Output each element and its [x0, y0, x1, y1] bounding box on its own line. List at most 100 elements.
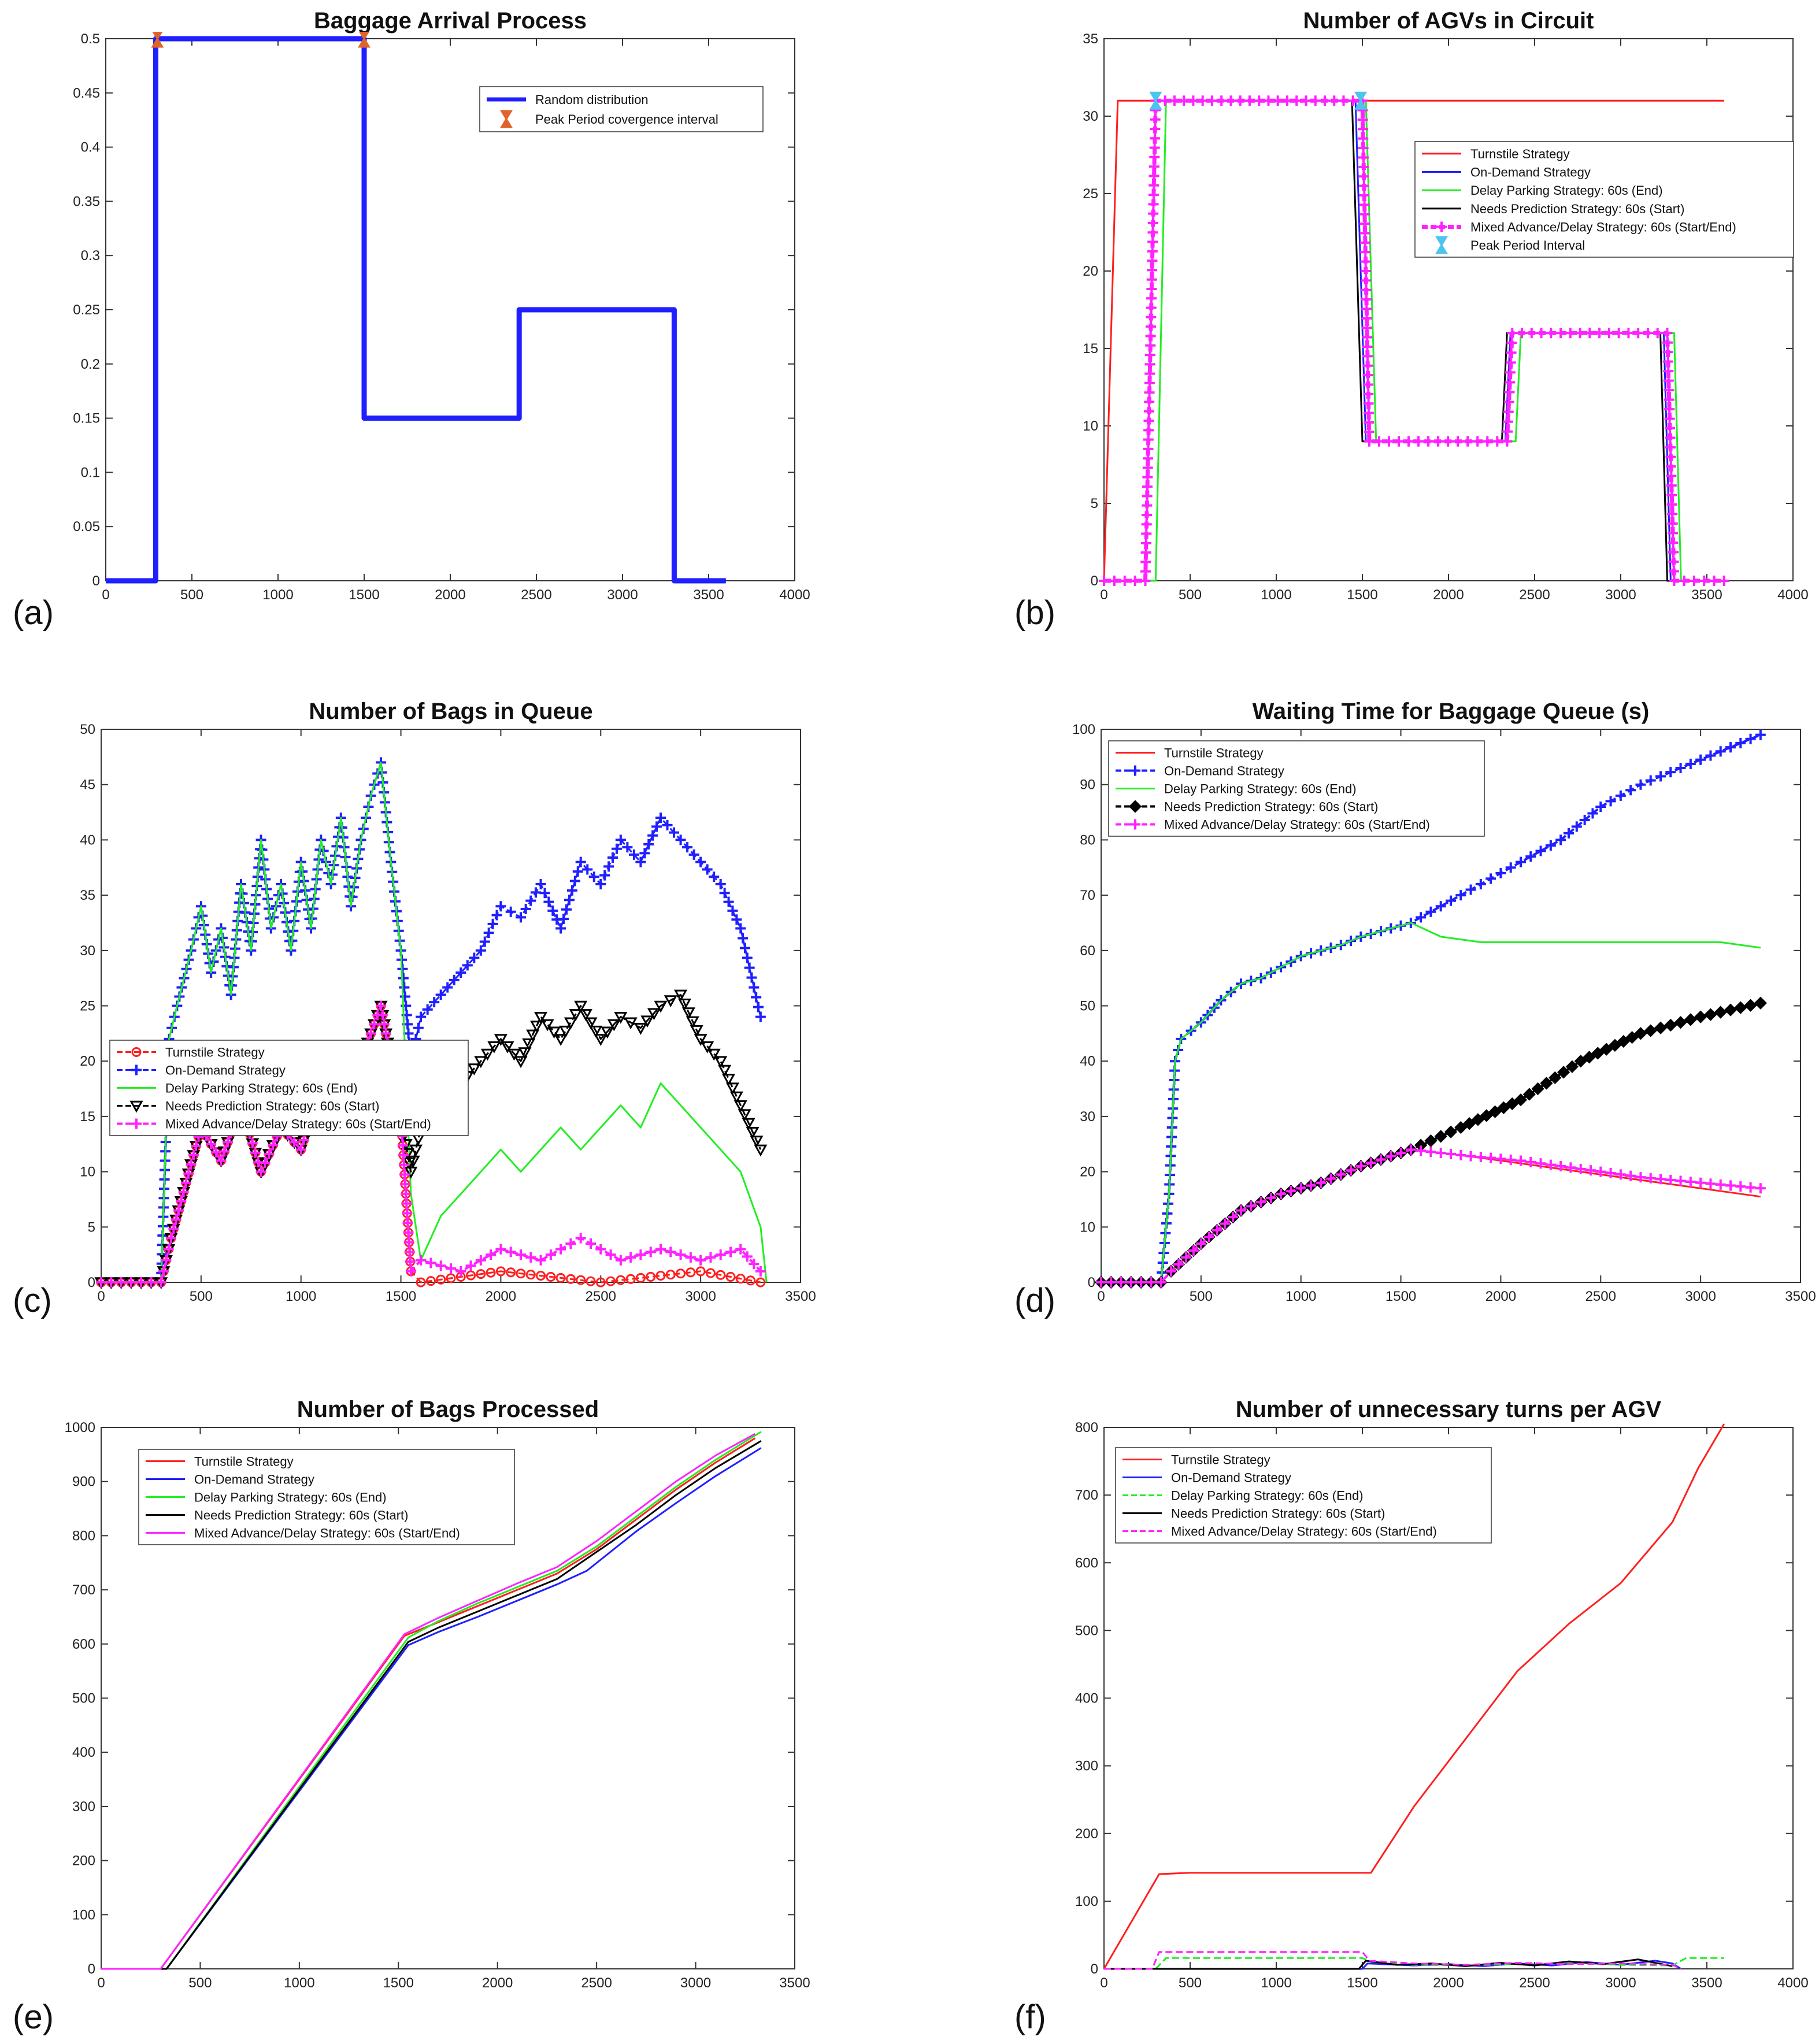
data-point — [1502, 426, 1513, 437]
data-point — [725, 1082, 740, 1095]
data-point — [607, 1019, 621, 1032]
data-point — [1665, 767, 1676, 778]
data-point — [1444, 1125, 1458, 1138]
legend-label: Delay Parking Strategy: 60s (End) — [1164, 782, 1357, 796]
data-point — [155, 1277, 166, 1288]
data-point — [1664, 394, 1674, 405]
data-point — [1149, 170, 1159, 181]
chart-panel-4: Waiting Time for Baggage Queue (s)0 500 10… — [1014, 699, 1816, 1319]
y-tick-label: 0.4 — [81, 140, 100, 155]
data-point — [1502, 436, 1513, 447]
y-tick-label: 100 — [1075, 1894, 1098, 1909]
panel-label: (b) — [1014, 594, 1055, 632]
data-point — [588, 871, 599, 882]
data-point — [1143, 453, 1154, 464]
data-point — [1504, 387, 1515, 398]
y-tick-label: 20 — [80, 1053, 95, 1069]
legend-marker — [1436, 221, 1447, 232]
data-point — [526, 1029, 540, 1042]
data-point — [247, 1138, 258, 1149]
x-tick-label: 1000 — [284, 1975, 314, 1991]
data-point — [714, 1056, 728, 1069]
data-point — [1281, 95, 1292, 106]
data-point — [1666, 470, 1677, 481]
data-point — [1142, 472, 1153, 483]
legend-label: On-Demand Strategy — [1171, 1471, 1291, 1485]
data-point — [1516, 1155, 1526, 1166]
data-point — [1225, 95, 1236, 106]
legend-box — [138, 1449, 515, 1545]
data-point — [1714, 1006, 1727, 1019]
data-point — [401, 1148, 414, 1160]
data-point — [1514, 1093, 1528, 1107]
data-point — [1495, 1153, 1506, 1164]
data-point — [1106, 1277, 1117, 1288]
legend-label: On-Demand Strategy — [1470, 165, 1591, 180]
chart-title: Baggage Arrival Process — [314, 8, 587, 34]
data-point — [398, 1159, 409, 1170]
y-tick-label: 15 — [1083, 341, 1098, 357]
data-point — [1585, 1165, 1596, 1176]
legend: Turnstile Strategy On-Demand Strategy Dela… — [109, 1040, 469, 1136]
legend-label: Peak Period Interval — [1470, 238, 1585, 253]
x-tick-label: 500 — [1179, 587, 1202, 603]
y-tick-label: 35 — [1083, 31, 1098, 47]
data-point — [1359, 237, 1370, 248]
data-point — [1140, 537, 1151, 548]
y-tick-label: 1000 — [65, 1420, 95, 1435]
data-point — [491, 910, 502, 921]
data-point — [1715, 1179, 1726, 1190]
legend-label: Turnstile Strategy — [1164, 746, 1264, 761]
data-point — [1149, 161, 1159, 172]
data-point — [1434, 1130, 1447, 1143]
data-point — [749, 982, 760, 993]
data-point — [564, 1017, 577, 1030]
data-point — [1119, 576, 1130, 586]
x-tick-label: 2500 — [1519, 587, 1550, 603]
data-point — [1688, 576, 1699, 586]
data-point — [579, 1009, 592, 1021]
data-point — [405, 1266, 416, 1277]
data-point — [1433, 436, 1444, 447]
legend-label: Needs Prediction Strategy: 60s (Start) — [165, 1099, 380, 1114]
data-point — [595, 878, 606, 889]
data-point — [1140, 566, 1151, 577]
data-point — [422, 1004, 433, 1015]
data-point — [1355, 1161, 1366, 1172]
data-point — [1145, 340, 1156, 351]
data-point — [558, 914, 569, 925]
data-point — [607, 852, 618, 863]
data-point — [1144, 368, 1155, 379]
data-point — [475, 1255, 486, 1266]
data-point — [625, 1274, 636, 1284]
data-point — [1150, 133, 1160, 144]
data-point — [1664, 385, 1674, 396]
y-tick-label: 50 — [80, 722, 95, 737]
data-point — [1662, 356, 1673, 367]
data-point — [739, 943, 750, 954]
y-tick-label: 0.2 — [81, 357, 100, 372]
data-point — [96, 1277, 106, 1288]
data-point — [569, 1009, 583, 1021]
data-point — [1136, 1277, 1147, 1288]
data-point — [677, 998, 692, 1011]
data-point — [409, 1144, 423, 1157]
data-point — [1146, 1277, 1157, 1288]
data-point — [1665, 1174, 1676, 1185]
series-line — [1104, 1951, 1681, 1970]
data-point — [1143, 425, 1154, 436]
legend-label: Mixed Advance/Delay Strategy: 60s (Start… — [194, 1526, 460, 1541]
data-point — [1485, 873, 1496, 884]
y-tick-label: 0.1 — [81, 465, 100, 480]
data-point — [1143, 434, 1154, 445]
x-tick-label: 4000 — [1777, 587, 1808, 603]
legend-label: Delay Parking Strategy: 60s (End) — [165, 1081, 358, 1096]
data-point — [1536, 328, 1547, 339]
data-point — [403, 1227, 414, 1238]
data-point — [1362, 342, 1373, 353]
data-point — [1246, 1201, 1257, 1212]
y-tick-label: 50 — [1080, 999, 1095, 1014]
data-point — [1634, 1027, 1647, 1040]
data-point — [707, 1048, 721, 1061]
data-point — [495, 1244, 506, 1255]
